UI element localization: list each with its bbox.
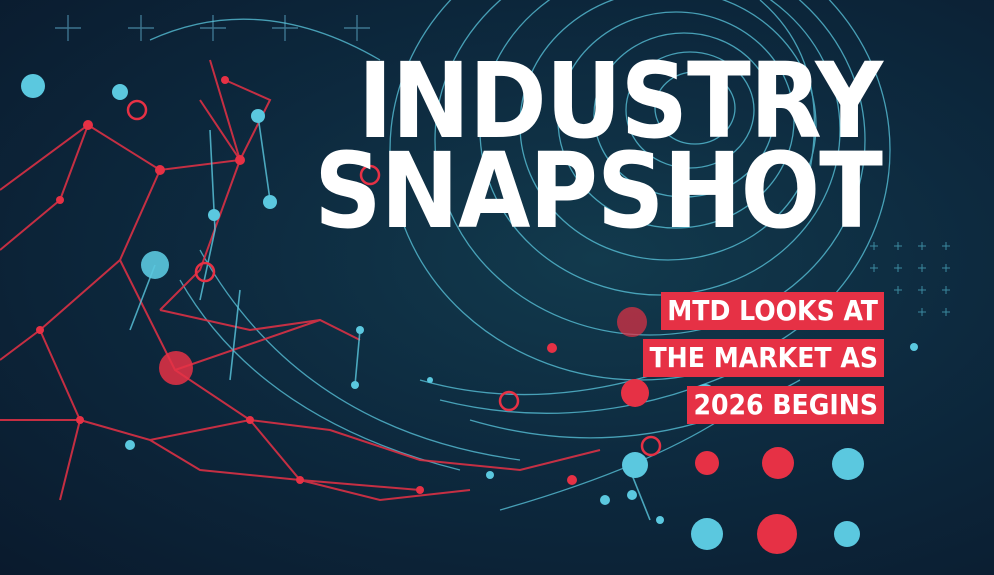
plus-grid — [870, 242, 950, 316]
headline-line-2: SNAPSHOT — [314, 130, 883, 252]
cyan-dots — [21, 74, 918, 550]
subtitle-line-3: 2026 BEGINS — [687, 386, 884, 424]
headline-title: INDUSTRY SNAPSHOT — [314, 40, 883, 252]
cyan-network-lines — [129, 115, 651, 521]
subtitle-line-1: MTD LOOKS AT — [661, 292, 884, 330]
red-dots — [36, 76, 797, 554]
red-rings — [126, 99, 662, 457]
headline-line-1: INDUSTRY — [357, 40, 883, 162]
subtitle-line-2: THE MARKET AS — [643, 339, 884, 377]
subtitle-block: MTD LOOKS AT THE MARKET AS 2026 BEGINS — [643, 292, 884, 424]
crosshair-marks — [55, 15, 370, 41]
red-network-lines — [0, 59, 601, 502]
spiral-arcs — [149, 0, 891, 511]
